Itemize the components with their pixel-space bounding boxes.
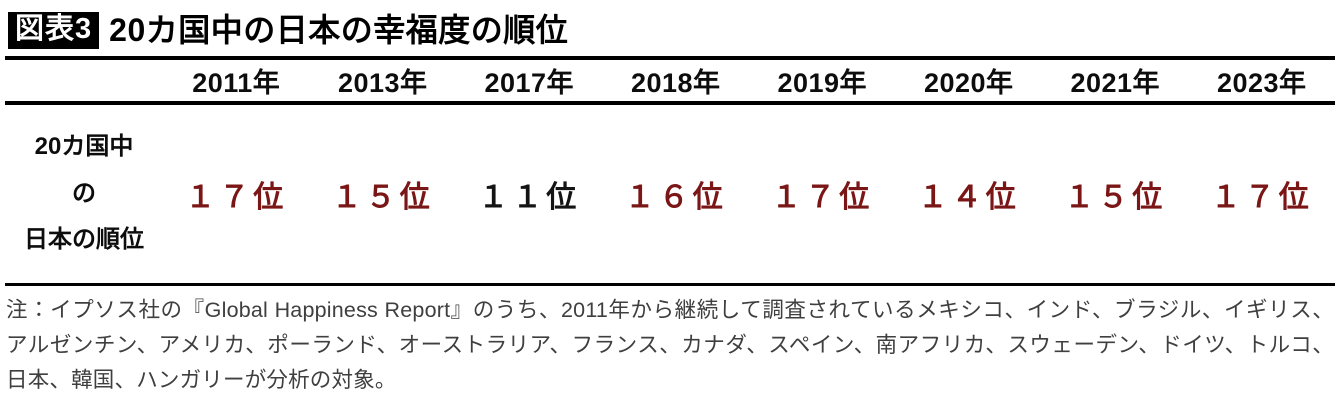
title-bar: 図表3 20カ国中の日本の幸福度の順位 bbox=[5, 0, 1335, 56]
column-header-2021: 2021年 bbox=[1070, 68, 1161, 98]
ranking-table: 2011年 2013年 2017年 2018年 2019年 2020年 2021… bbox=[5, 56, 1335, 286]
rank-value-2020: １４位 bbox=[917, 181, 1020, 214]
rank-value-2017: １１位 bbox=[478, 181, 581, 214]
rank-value-2011: １７位 bbox=[185, 181, 288, 214]
column-header-2019: 2019年 bbox=[777, 68, 868, 98]
table-header-row: 2011年 2013年 2017年 2018年 2019年 2020年 2021… bbox=[5, 60, 1335, 105]
column-header-2018: 2018年 bbox=[630, 68, 721, 98]
row-label-line-2: の bbox=[72, 179, 96, 207]
rank-value-2021: １５位 bbox=[1064, 181, 1167, 214]
rank-value-2018: １６位 bbox=[624, 181, 727, 214]
table-data-row: 20カ国中 の 日本の順位 １７位 １５位 １１位 １６位 １７位 １４位 １５… bbox=[5, 105, 1335, 286]
rank-value-2023: １７位 bbox=[1210, 181, 1313, 214]
column-header-2017: 2017年 bbox=[484, 68, 575, 98]
row-label: 20カ国中 の 日本の順位 bbox=[5, 124, 163, 264]
row-label-line-1: 20カ国中 bbox=[34, 132, 134, 160]
column-header-2023: 2023年 bbox=[1216, 68, 1307, 98]
column-header-2013: 2013年 bbox=[337, 68, 428, 98]
footnote-text: 注：イプソス社の『Global Happiness Report』のうち、201… bbox=[6, 298, 1334, 392]
row-label-line-3: 日本の順位 bbox=[24, 226, 144, 254]
column-header-2020: 2020年 bbox=[923, 68, 1014, 98]
rank-value-2019: １７位 bbox=[771, 181, 874, 214]
figure-number-badge: 図表3 bbox=[8, 11, 100, 49]
page-title: 20カ国中の日本の幸福度の順位 bbox=[109, 12, 569, 48]
rank-value-2013: １５位 bbox=[331, 181, 434, 214]
column-header-2011: 2011年 bbox=[192, 68, 281, 98]
